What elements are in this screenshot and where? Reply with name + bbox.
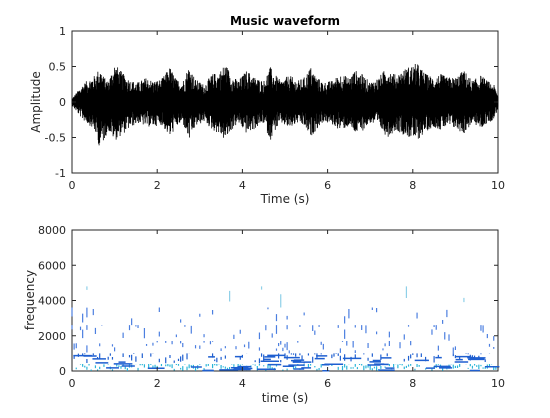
spectrogram-x-tick-label: 10: [491, 377, 505, 390]
spectrogram-x-tick-label: 2: [154, 377, 161, 390]
waveform-x-tick-label: 2: [154, 179, 161, 192]
spectrogram-streaks: [73, 354, 500, 372]
spectrogram-band: [71, 307, 448, 326]
spectrogram-y-tick-label: 6000: [38, 259, 66, 272]
spectrogram-band: [86, 286, 465, 308]
spectrogram-band: [73, 341, 495, 354]
spectrogram-x-tick-label: 6: [324, 377, 331, 390]
spectrogram-x-axis-label: time (s): [262, 391, 309, 405]
spectrogram-band: [71, 325, 495, 341]
waveform-y-tick-label: 1: [59, 25, 66, 38]
spectrogram-marks: [71, 286, 500, 372]
waveform-title: Music waveform: [230, 14, 340, 28]
spectrogram-y-tick-label: 4000: [38, 295, 66, 308]
waveform-x-axis-label: Time (s): [260, 192, 310, 206]
spectrogram-y-tick-label: 0: [59, 365, 66, 378]
waveform-chart: 0 2 4 6 8 10 -1 -0.5 0 0.5 1 Music waveform Time (…: [29, 14, 505, 206]
waveform-y-tick-label: -0.5: [45, 132, 66, 145]
waveform-x-tick-label: 6: [324, 179, 331, 192]
spectrogram-plot-area: [71, 229, 499, 372]
spectrogram-x-tick-label: 8: [409, 377, 416, 390]
spectrogram-y-axis-label: frequency: [23, 270, 37, 330]
spectrogram-chart: 0 2 4 6 8 10 0 2000 4000 6000 8000 time (s) freque…: [23, 224, 505, 405]
waveform-x-tick-label: 0: [69, 179, 76, 192]
spectrogram-y-tick-label: 2000: [38, 330, 66, 343]
waveform-y-tick-label: -1: [55, 167, 66, 180]
waveform-x-tick-label: 4: [239, 179, 246, 192]
spectrogram-x-tick-label: 4: [239, 377, 246, 390]
waveform-x-tick-label: 8: [409, 179, 416, 192]
spectrogram-ticks: 0 2 4 6 8 10 0 2000 4000 6000 8000: [38, 224, 505, 390]
spectrogram-x-tick-label: 0: [69, 377, 76, 390]
waveform-x-tick-label: 10: [491, 179, 505, 192]
waveform-y-tick-label: 0.5: [49, 61, 67, 74]
waveform-y-axis-label: Amplitude: [29, 71, 43, 133]
spectrogram-band: [75, 363, 497, 371]
spectrogram-y-tick-label: 8000: [38, 224, 66, 237]
waveform-y-tick-label: 0: [59, 96, 66, 109]
waveform-ticks: 0 2 4 6 8 10 -1 -0.5 0 0.5 1: [45, 25, 505, 192]
